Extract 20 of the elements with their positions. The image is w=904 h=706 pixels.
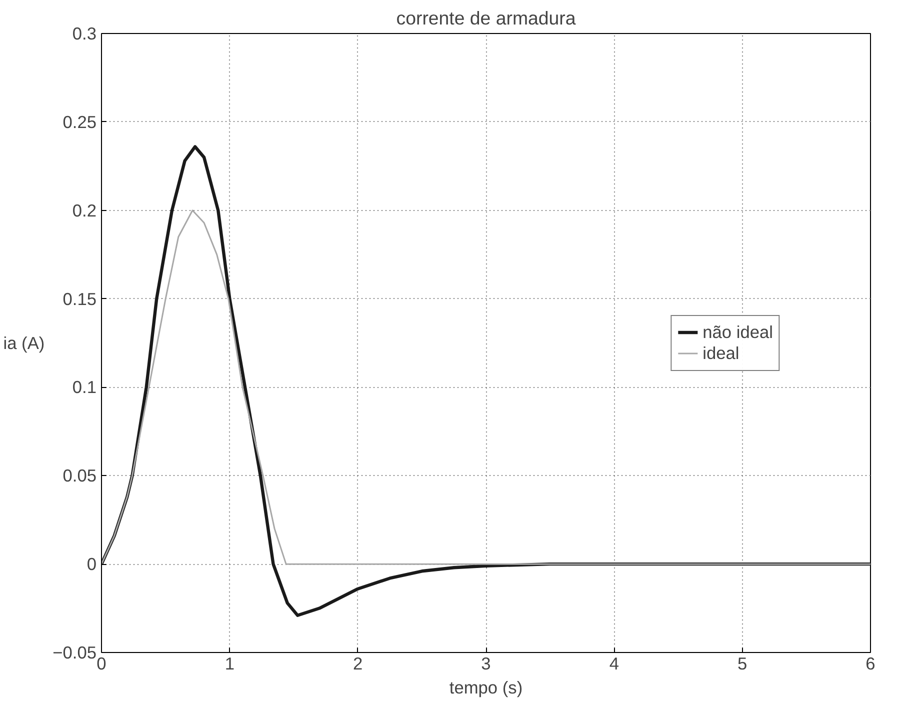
y-axis-title: ia (A) [3, 333, 45, 353]
x-tick-label: 4 [609, 654, 620, 674]
y-tick-label: 0.25 [62, 112, 97, 132]
x-tick-label: 5 [738, 654, 748, 674]
x-axis-title: tempo (s) [449, 678, 523, 698]
y-tick-label: −0.05 [52, 642, 97, 662]
y-tick-label: 0.1 [72, 377, 97, 398]
x-tick-label: 3 [481, 654, 491, 674]
x-tick-label: 2 [353, 654, 363, 674]
x-tick-label: 6 [866, 654, 876, 674]
y-tick-label: 0.15 [62, 288, 97, 309]
legend-label: ideal [702, 342, 740, 364]
y-tick-label: 0 [86, 554, 97, 574]
y-tick-label: 0.05 [62, 466, 97, 486]
chart-title: corrente de armadura [396, 8, 576, 28]
line-series [102, 210, 870, 565]
y-tick-label: 0.3 [72, 24, 97, 44]
x-tick-label: 1 [224, 654, 234, 674]
legend-label: não ideal [702, 322, 773, 342]
y-tick-label: 0.2 [72, 200, 97, 220]
